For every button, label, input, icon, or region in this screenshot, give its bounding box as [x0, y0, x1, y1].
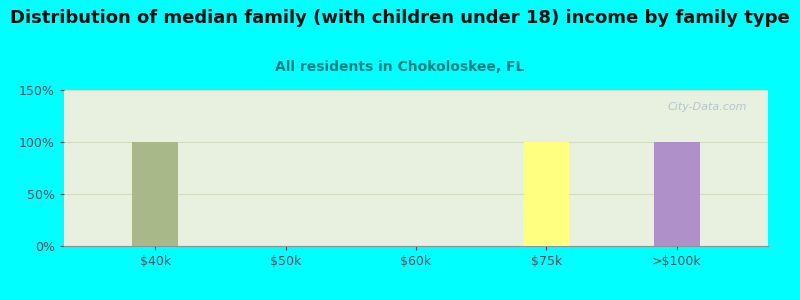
- Bar: [133, 142, 178, 246]
- Text: Distribution of median family (with children under 18) income by family type: Distribution of median family (with chil…: [10, 9, 790, 27]
- Text: City-Data.com: City-Data.com: [667, 103, 747, 112]
- Bar: [654, 142, 699, 246]
- Text: All residents in Chokoloskee, FL: All residents in Chokoloskee, FL: [275, 60, 525, 74]
- Bar: [523, 142, 569, 246]
